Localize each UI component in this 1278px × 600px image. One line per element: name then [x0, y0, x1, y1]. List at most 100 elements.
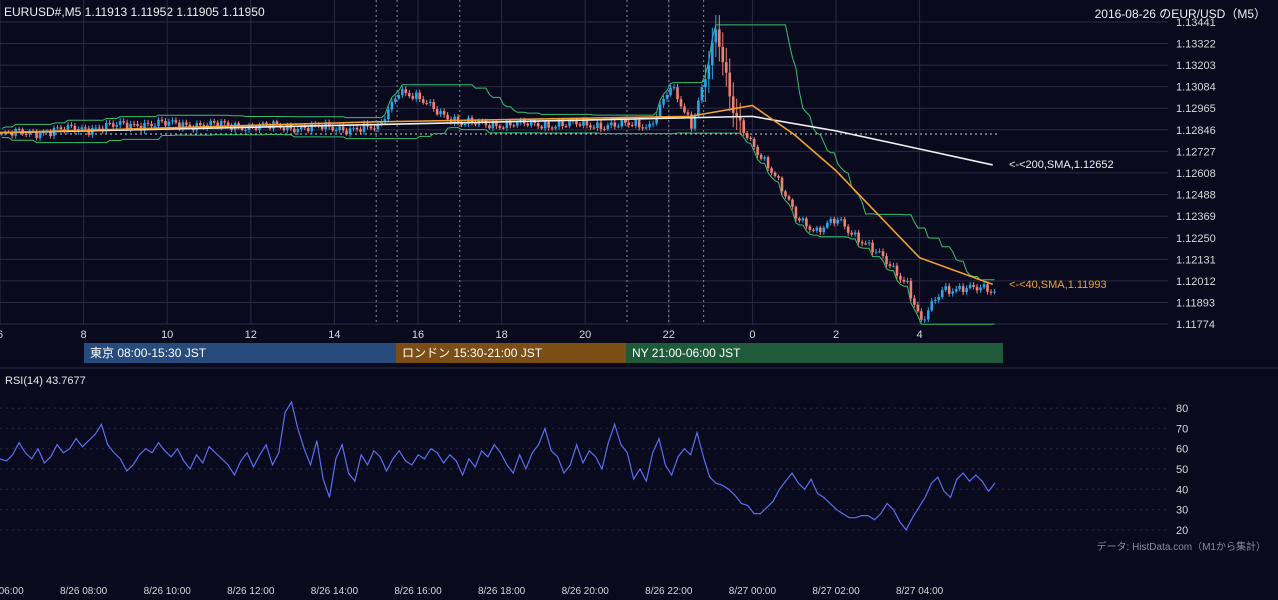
rsi-tick-label: 60	[1176, 444, 1188, 456]
candle-body	[59, 127, 63, 130]
candle-body	[641, 127, 644, 129]
rsi-time-label: 8/27 00:00	[729, 586, 777, 597]
candle-body	[763, 157, 766, 159]
candle-body	[843, 219, 847, 227]
candle-body	[791, 199, 794, 207]
candle-body	[812, 229, 815, 231]
candle-body	[846, 226, 850, 233]
candle-body	[394, 98, 397, 102]
candle-body	[700, 87, 704, 101]
candle-body	[979, 287, 982, 291]
price-tick-label: 1.11893	[1176, 297, 1215, 309]
candle-body	[857, 232, 860, 243]
candle-body	[491, 121, 495, 129]
candle-body	[564, 126, 568, 128]
candle-body	[174, 120, 178, 123]
candle-body	[10, 131, 14, 136]
candle-body	[463, 123, 467, 126]
sma40-line	[0, 104, 994, 286]
candle-body	[829, 218, 833, 223]
candle-body	[933, 300, 937, 302]
price-tick-label: 1.13441	[1176, 17, 1216, 29]
price-tick-label: 1.12846	[1176, 125, 1216, 137]
candle-body	[672, 87, 676, 89]
candle-body	[951, 291, 954, 294]
rsi-tick-label: 70	[1176, 423, 1188, 435]
candle-body	[578, 124, 582, 126]
candle-body	[209, 121, 213, 126]
candle-body	[568, 120, 571, 127]
candle-body	[707, 65, 711, 80]
candle-body	[575, 120, 578, 125]
candle-body	[888, 264, 892, 267]
candle-body	[118, 121, 122, 126]
candle-body	[780, 177, 784, 192]
candle-body	[975, 286, 979, 291]
candle-body	[411, 96, 415, 99]
candle-body	[899, 275, 902, 280]
candle-body	[334, 130, 338, 132]
candle-body	[178, 122, 181, 129]
candle-body	[909, 281, 913, 299]
candle-body	[397, 95, 401, 99]
candle-body	[714, 29, 718, 43]
candle-body	[320, 126, 324, 130]
candle-body	[738, 116, 742, 121]
candle-body	[815, 227, 819, 231]
candle-body	[362, 123, 366, 132]
candle-body	[787, 196, 791, 200]
rsi-time-label: 8/26 18:00	[478, 586, 526, 597]
candle-body	[832, 218, 836, 224]
price-tick-label: 1.13084	[1176, 82, 1216, 94]
candle-body	[972, 284, 975, 287]
candle-body	[916, 304, 920, 312]
candle-body	[38, 133, 42, 139]
candle-body	[509, 120, 512, 126]
candle-body	[874, 251, 878, 253]
time-tick-label: 8	[81, 329, 87, 341]
candle-body	[784, 191, 787, 197]
candle-body	[237, 123, 240, 127]
candle-body	[153, 125, 157, 127]
rsi-time-label: 8/27 04:00	[896, 586, 944, 597]
candle-body	[341, 126, 345, 131]
candle-body	[502, 127, 505, 129]
candle-body	[724, 62, 728, 73]
candle-body	[84, 127, 87, 129]
candle-body	[380, 122, 383, 124]
candle-body	[947, 286, 951, 294]
candle-body	[630, 125, 634, 127]
candle-body	[777, 176, 780, 178]
candle-body	[582, 119, 585, 126]
price-tick-label: 1.12608	[1176, 168, 1216, 180]
candle-body	[986, 284, 989, 292]
candle-body	[70, 124, 73, 126]
candle-body	[923, 319, 927, 321]
candle-body	[634, 120, 638, 126]
band-lower	[1, 127, 995, 325]
candle-body	[352, 127, 355, 129]
candle-body	[850, 232, 853, 235]
candle-body	[425, 102, 429, 104]
candle-body	[892, 265, 895, 267]
candle-body	[794, 206, 798, 219]
candle-body	[94, 127, 98, 129]
candle-body	[637, 120, 641, 128]
candle-body	[125, 122, 129, 130]
candle-body	[132, 123, 136, 125]
candle-body	[442, 111, 446, 115]
candle-body	[300, 125, 303, 130]
session-newyork: NY 21:00-06:00 JST	[626, 343, 1003, 363]
candle-body	[721, 46, 725, 63]
candle-body	[954, 289, 958, 292]
candle-body	[216, 122, 220, 128]
candle-body	[940, 290, 944, 297]
candle-body	[596, 122, 599, 129]
time-tick-label: 2	[833, 329, 839, 341]
candle-body	[265, 122, 268, 125]
candle-body	[383, 119, 387, 123]
rsi-tick-label: 20	[1176, 525, 1188, 537]
candle-body	[731, 96, 735, 113]
data-credit: データ: HistData.com（M1から集計）	[1097, 540, 1266, 553]
candle-body	[756, 146, 759, 155]
